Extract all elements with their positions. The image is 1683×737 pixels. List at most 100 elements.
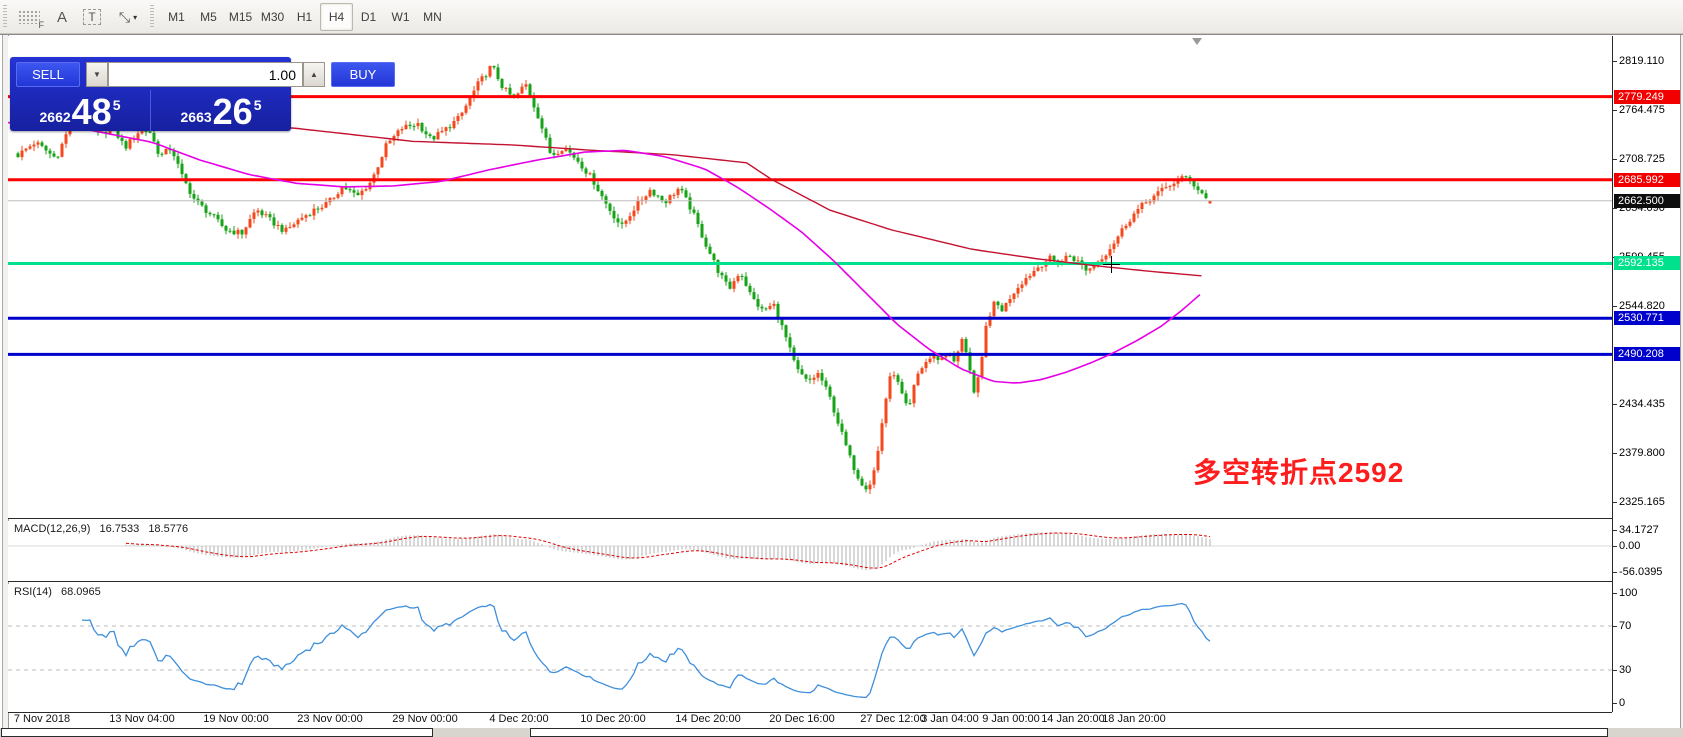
buy-price-pip: 5 <box>253 97 262 113</box>
price-tick-label: 2325.165 <box>1619 496 1665 508</box>
price-tick <box>1613 61 1617 62</box>
price-tick <box>1613 208 1617 209</box>
timeframe-button-d1[interactable]: D1 <box>360 10 377 24</box>
price-tick-label: 2434.435 <box>1619 398 1665 410</box>
rsi-scale-label: 30 <box>1619 664 1632 676</box>
chevron-down-icon: ▾ <box>133 12 138 22</box>
price-line-badge: 2779.249 <box>1614 90 1680 104</box>
price-axis-border <box>1612 36 1613 712</box>
volume-increase-button[interactable]: ▲ <box>303 62 325 87</box>
cursor-tools-icon: ⤡ <box>118 8 131 25</box>
rsi-pane[interactable] <box>8 584 1612 712</box>
time-axis-label: 14 Dec 20:00 <box>675 713 741 725</box>
macd-scale-label: 34.1727 <box>1619 524 1659 536</box>
rsi-tick <box>1613 703 1617 704</box>
sell-button[interactable]: SELL <box>16 62 80 87</box>
buy-button[interactable]: BUY <box>331 62 395 87</box>
rsi-label: RSI(14) 68.0965 <box>14 586 101 598</box>
timeframe-button-h4[interactable]: H4 <box>320 3 353 31</box>
indicator-grid-icon: F <box>18 10 44 30</box>
price-tick-label: 2764.475 <box>1619 104 1665 116</box>
time-axis-label: 13 Nov 04:00 <box>109 713 175 725</box>
buy-price-prefix: 2663 <box>180 109 212 125</box>
time-axis-label: 9 Jan 00:00 <box>982 713 1040 725</box>
macd-scale-label: -56.0395 <box>1619 566 1663 578</box>
pane-divider <box>8 712 1612 713</box>
label-a-button[interactable]: A <box>48 3 76 31</box>
macd-scale-label: 0.00 <box>1619 540 1641 552</box>
price-tick-label: 2819.110 <box>1619 55 1665 67</box>
volume-input[interactable] <box>108 62 303 87</box>
price-axis[interactable]: 2819.1102764.4752708.7252654.0902599.455… <box>1613 0 1680 737</box>
crosshair-cursor-icon <box>1111 256 1112 273</box>
rsi-scale-label: 100 <box>1619 587 1638 599</box>
time-axis[interactable]: 7 Nov 2018 13 Nov 04:00 19 Nov 00:00 23 Nov… <box>8 713 1612 727</box>
price-tick <box>1613 502 1617 503</box>
minimized-window-edge[interactable] <box>530 728 1608 737</box>
time-axis-label: 18 Jan 20:00 <box>1102 713 1166 725</box>
price-line-badge: 2490.208 <box>1614 347 1680 361</box>
macd-label: MACD(12,26,9) 16.7533 18.5776 <box>14 523 189 535</box>
buy-price-display[interactable]: 2663 26 5 <box>151 90 291 131</box>
timeframe-button-m1[interactable]: M1 <box>168 10 185 24</box>
timeframe-button-m5[interactable]: M5 <box>200 10 217 24</box>
time-axis-label: 29 Nov 00:00 <box>392 713 458 725</box>
price-tick-label: 2708.725 <box>1619 153 1665 165</box>
macd-pane[interactable] <box>8 521 1612 581</box>
sell-price-pip: 5 <box>112 97 121 113</box>
price-tick-label: 2544.820 <box>1619 300 1665 312</box>
rsi-tick <box>1613 626 1617 627</box>
minimized-window-edge[interactable] <box>1 728 433 737</box>
sell-price-big: 48 <box>71 90 112 132</box>
window-right-frame <box>1680 35 1683 737</box>
one-click-trading-panel: SELL ▼ ▲ BUY 2662 48 5 2663 26 5 <box>10 57 395 131</box>
label-a-icon: A <box>56 8 67 26</box>
buy-price-big: 26 <box>212 90 253 132</box>
price-tick <box>1613 159 1617 160</box>
sell-price-prefix: 2662 <box>39 109 71 125</box>
rsi-tick <box>1613 593 1617 594</box>
timeframe-button-m15[interactable]: M15 <box>228 10 253 24</box>
price-line-badge: 2685.992 <box>1614 173 1680 187</box>
time-axis-label: 7 Nov 2018 <box>13 713 71 725</box>
time-axis-label: 14 Jan 20:00 <box>1041 713 1105 725</box>
time-axis-label: 4 Dec 20:00 <box>489 713 549 725</box>
time-axis-label: 20 Dec 16:00 <box>769 713 835 725</box>
text-object-button[interactable]: T <box>78 3 106 31</box>
price-line-badge: 2530.771 <box>1614 311 1680 325</box>
pane-divider[interactable] <box>8 581 1612 582</box>
toolbar-grip[interactable] <box>3 5 7 28</box>
timeframe-button-h1[interactable]: H1 <box>296 10 313 24</box>
price-tick <box>1613 110 1617 111</box>
bottom-window-strip <box>0 728 1683 737</box>
pane-divider[interactable] <box>8 518 1612 519</box>
window-border <box>0 34 1683 35</box>
toolbar: F A T ⤡ ▾ M1 M5 M15 M30 H1 H4 D1 W1 MN <box>0 0 1683 34</box>
rsi-tick <box>1613 670 1617 671</box>
time-axis-label: 27 Dec 12:00 <box>860 713 926 725</box>
macd-tick <box>1613 530 1617 531</box>
chart-shift-marker-icon[interactable] <box>1192 38 1202 45</box>
chart-annotation-text: 多空转折点2592 <box>1193 457 1405 488</box>
macd-tick <box>1613 546 1617 547</box>
price-line-badge: 2662.500 <box>1614 194 1680 208</box>
time-axis-label: 23 Nov 00:00 <box>297 713 363 725</box>
time-axis-label: 19 Nov 00:00 <box>203 713 269 725</box>
price-tick <box>1613 306 1617 307</box>
sell-price-display[interactable]: 2662 48 5 <box>10 90 151 131</box>
timeframe-button-w1[interactable]: W1 <box>391 10 410 24</box>
text-object-icon: T <box>83 9 101 25</box>
rsi-scale-label: 0 <box>1619 697 1626 709</box>
timeframe-button-mn[interactable]: MN <box>423 10 442 24</box>
timeframe-button-m30[interactable]: M30 <box>260 10 285 24</box>
cursor-tools-button[interactable]: ⤡ ▾ <box>108 3 148 31</box>
volume-decrease-button[interactable]: ▼ <box>86 62 108 87</box>
price-line-badge: 2592.135 <box>1614 256 1680 270</box>
price-tick-label: 2379.800 <box>1619 447 1665 459</box>
rsi-scale-label: 70 <box>1619 620 1632 632</box>
price-tick <box>1613 453 1617 454</box>
indicator-grid-button[interactable]: F <box>12 3 46 31</box>
toolbar-grip[interactable] <box>150 5 154 28</box>
time-axis-label: 10 Dec 20:00 <box>580 713 646 725</box>
